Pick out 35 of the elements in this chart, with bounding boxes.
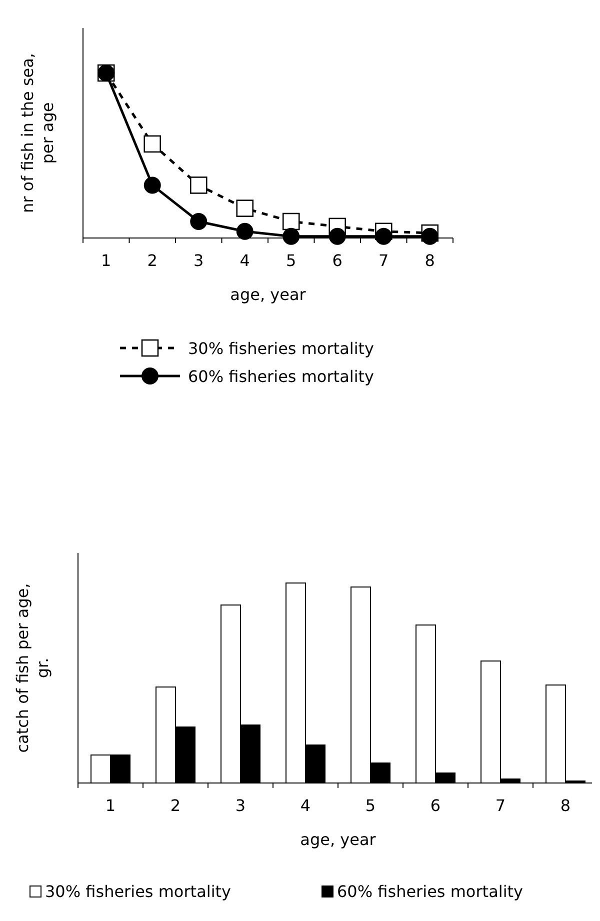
legend-label: 60% fisheries mortality	[188, 367, 374, 386]
x-tick-label: 1	[101, 251, 112, 270]
x-tick-label: 2	[147, 251, 158, 270]
x-tick-label: 5	[365, 796, 376, 815]
x-tick-label: 2	[170, 796, 181, 815]
point	[144, 135, 162, 153]
x-tick-label: 7	[495, 796, 506, 815]
x-tick-label: 6	[332, 251, 342, 270]
point	[421, 228, 438, 245]
point	[236, 200, 254, 217]
x-axis-title: age, year	[230, 285, 306, 304]
x-tick-label: 8	[560, 796, 571, 815]
point	[375, 228, 392, 245]
x-axis-title: age, year	[300, 830, 376, 849]
x-tick-label: 4	[300, 796, 311, 815]
x-tick-label: 5	[286, 251, 296, 270]
point	[190, 176, 208, 194]
point	[236, 222, 254, 240]
legend-label: 60% fisheries mortality	[337, 882, 523, 901]
x-tick-label: 3	[235, 796, 246, 815]
x-tick-label: 1	[105, 796, 116, 815]
legend-label: 30% fisheries mortality	[45, 882, 231, 901]
x-tick-label: 6	[430, 796, 441, 815]
point	[190, 213, 208, 230]
point	[328, 228, 346, 245]
point	[144, 176, 161, 194]
point	[282, 228, 300, 245]
legend-label: 30% fisheries mortality	[188, 339, 374, 358]
x-tick-label: 3	[194, 251, 204, 270]
x-tick-label: 4	[240, 251, 250, 270]
point	[282, 212, 300, 230]
x-tick-label: 7	[378, 251, 389, 270]
y-axis-title: nr of fish in the sea, per age	[18, 52, 57, 214]
x-tick-label: 8	[424, 251, 435, 270]
y-axis-title: catch of fish per age, gr.	[13, 583, 52, 753]
